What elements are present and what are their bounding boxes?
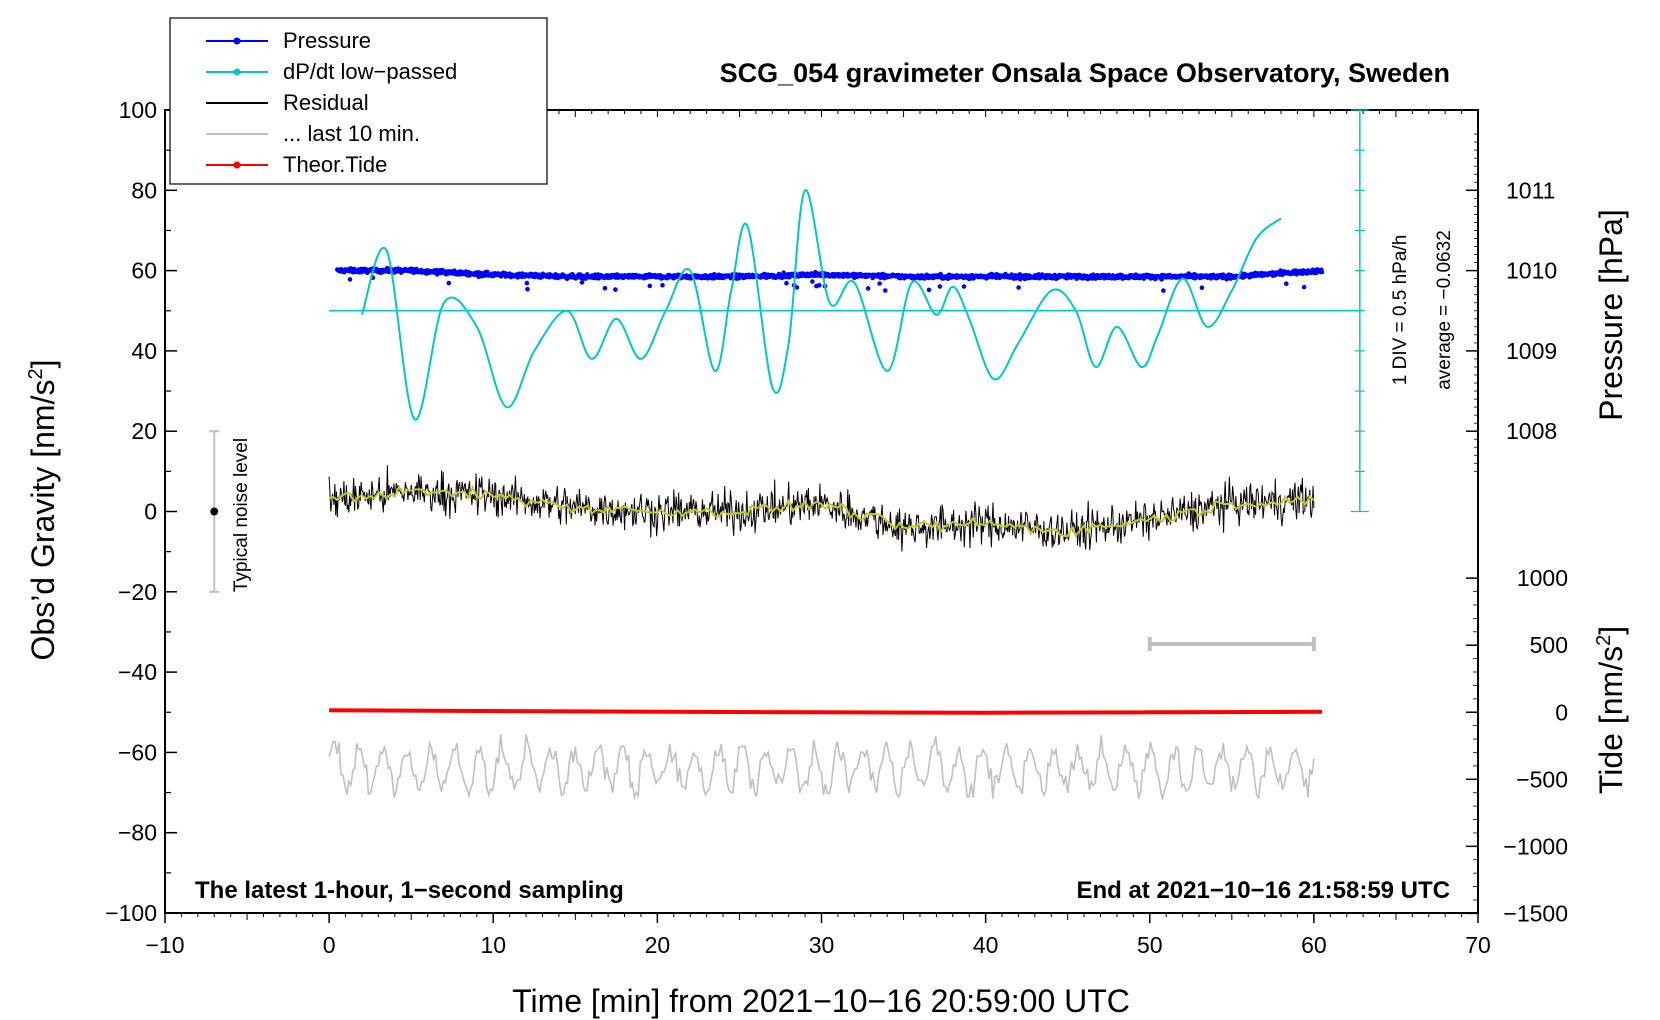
y-label-left-sup: 2 xyxy=(25,368,47,379)
pressure-point xyxy=(1199,285,1205,291)
pressure-point xyxy=(865,286,871,291)
legend-label: Theor.Tide xyxy=(283,152,387,177)
noise-indicator xyxy=(209,430,220,593)
pressure-tick-label: 1008 xyxy=(1506,418,1557,444)
note-left: The latest 1-hour, 1−second sampling xyxy=(195,877,624,904)
pressure-point xyxy=(810,279,815,284)
tide-tick-label: 1000 xyxy=(1517,565,1568,591)
pressure-axis-label: Pressure [hPa] xyxy=(1593,209,1629,421)
legend-label: Residual xyxy=(283,90,369,115)
tide-label-tail: ] xyxy=(1593,626,1629,635)
pressure-point xyxy=(1284,281,1289,287)
last-10-min-line xyxy=(328,734,1315,801)
average-label: average = −0.0632 xyxy=(1434,230,1455,390)
legend-box xyxy=(169,17,548,185)
x-tick-label: 40 xyxy=(973,932,999,958)
pressure-point xyxy=(1159,277,1164,282)
y-tick-label: 40 xyxy=(131,338,157,364)
pressure-point xyxy=(937,284,943,289)
y-axis-ticks: 100 80 60 40 20 0 −20 −40 −60 −80 −100 xyxy=(105,97,177,926)
pressure-point xyxy=(926,287,932,293)
pressure-point xyxy=(877,281,882,286)
legend-label: Pressure xyxy=(283,28,371,53)
tide-tick-label: −1500 xyxy=(1503,900,1568,926)
pressure-point xyxy=(794,285,800,290)
pressure-point xyxy=(1161,288,1166,293)
y-tick-label: 0 xyxy=(144,499,157,525)
y-label-left-main: Obs’d Gravity [nm/s xyxy=(25,380,61,661)
chart-title: SCG_054 gravimeter Onsala Space Observat… xyxy=(720,58,1450,88)
pressure-point xyxy=(1016,285,1021,290)
tide-axis-label: Tide [nm/s2] xyxy=(1593,626,1629,794)
x-tick-label: 20 xyxy=(645,932,671,958)
pressure-point xyxy=(613,287,618,292)
y-axis-label-left: Obs’d Gravity [nm/s2] xyxy=(25,360,61,661)
y-tick-label: 80 xyxy=(131,177,157,203)
pressure-point xyxy=(524,280,530,286)
pressure-point xyxy=(525,286,530,292)
pressure-tick-label: 1009 xyxy=(1506,338,1557,364)
legend-marker xyxy=(233,161,241,169)
pressure-point xyxy=(1319,269,1325,275)
pressure-point xyxy=(602,285,608,291)
legend-marker xyxy=(233,37,241,45)
residual-line xyxy=(328,465,1315,552)
x-tick-label: 60 xyxy=(1301,932,1327,958)
pressure-tick-label: 1010 xyxy=(1506,258,1557,284)
pressure-point xyxy=(347,277,353,282)
y-tick-label: −80 xyxy=(118,820,157,846)
pressure-point xyxy=(579,280,585,285)
legend-marker xyxy=(233,68,241,76)
pressure-point xyxy=(817,283,822,288)
x-tick-label: 10 xyxy=(480,932,506,958)
x-tick-label: 50 xyxy=(1137,932,1163,958)
dpdt-line xyxy=(360,189,1282,421)
noise-label: Typical noise level xyxy=(231,438,252,592)
tide-tick-label: −500 xyxy=(1516,766,1568,792)
noise-center-dot xyxy=(210,507,219,516)
tide-tick-label: 500 xyxy=(1530,632,1568,658)
pressure-point xyxy=(1301,284,1307,290)
y-label-left-tail: ] xyxy=(25,360,61,369)
y-tick-label: −100 xyxy=(105,900,157,926)
pressure-point xyxy=(660,282,665,288)
y-tick-label: 20 xyxy=(131,418,157,444)
residual-smoothed-line xyxy=(328,484,1315,538)
y-tick-label: −40 xyxy=(118,659,157,685)
x-tick-label: 30 xyxy=(809,932,835,958)
legend-label: ... last 10 min. xyxy=(283,121,420,146)
legend-label: dP/dt low−passed xyxy=(283,59,457,84)
pressure-axis-ticks: 1011 1010 1009 1008 xyxy=(1466,133,1557,472)
tide-label-main: Tide [nm/s xyxy=(1593,646,1629,794)
div-label: 1 DIV = 0.5 hPa/h xyxy=(1390,235,1411,386)
x-tick-label: 70 xyxy=(1465,932,1491,958)
x-tick-label: 0 xyxy=(323,932,336,958)
pressure-point xyxy=(647,283,653,289)
note-right: End at 2021−10−16 21:58:59 UTC xyxy=(1076,877,1450,904)
legend: Pressure dP/dt low−passed Residual ... last… xyxy=(206,28,457,177)
tide-axis-ticks: 1000 500 0 −500 −1000 −1500 xyxy=(1466,565,1568,926)
series-layer xyxy=(328,189,1364,801)
tide-tick-label: 0 xyxy=(1555,699,1568,725)
y-tick-label: 60 xyxy=(131,258,157,284)
tide-line xyxy=(329,708,1323,715)
y-tick-label: −60 xyxy=(118,739,157,765)
pressure-point xyxy=(784,280,789,286)
pressure-point xyxy=(446,280,452,286)
pressure-point xyxy=(883,288,888,293)
tide-label-sup: 2 xyxy=(1593,635,1615,646)
tide-tick-label: −1000 xyxy=(1503,833,1568,859)
x-axis-label: Time [min] from 2021−10−16 20:59:00 UTC xyxy=(512,983,1130,1019)
x-tick-label: −10 xyxy=(145,932,184,958)
pressure-point xyxy=(961,284,967,289)
ten-minute-bar xyxy=(1147,636,1316,651)
pressure-tick-label: 1011 xyxy=(1506,177,1555,203)
y-tick-label: −20 xyxy=(118,579,157,605)
y-tick-label: 100 xyxy=(119,97,157,123)
